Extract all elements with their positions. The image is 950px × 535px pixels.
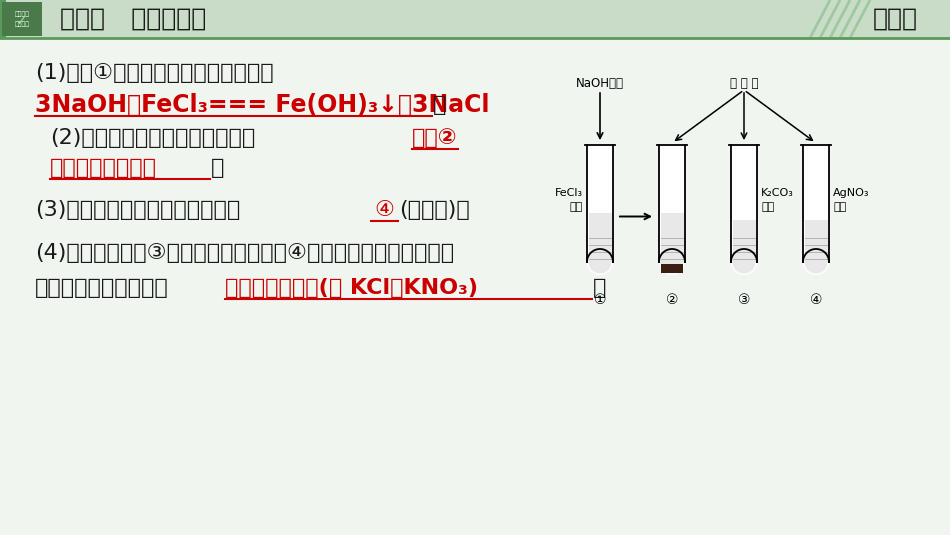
Ellipse shape — [659, 249, 685, 275]
Text: 万唯中考: 万唯中考 — [14, 11, 29, 17]
Text: 溶液: 溶液 — [761, 202, 774, 212]
Text: 试管②: 试管② — [412, 128, 458, 148]
Text: 溶液: 溶液 — [833, 202, 846, 212]
Bar — [732, 220, 755, 262]
Ellipse shape — [803, 249, 829, 275]
Text: ④: ④ — [374, 200, 394, 220]
Text: 后溶液的溶质肯定含有: 后溶液的溶质肯定含有 — [35, 278, 169, 298]
Bar — [803, 145, 829, 262]
Text: K₂CO₃: K₂CO₃ — [761, 188, 794, 198]
Text: 氯化钾、硝酸钾(或 KCl、KNO₃): 氯化钾、硝酸钾(或 KCl、KNO₃) — [225, 278, 478, 298]
Text: (4)反应后将试管③中液体全部倒入试管④中，有气泡生成，则混合: (4)反应后将试管③中液体全部倒入试管④中，有气泡生成，则混合 — [35, 243, 454, 263]
Text: 中红褐色沉淀溶解: 中红褐色沉淀溶解 — [50, 158, 157, 178]
Ellipse shape — [731, 249, 757, 275]
Text: AgNO₃: AgNO₃ — [833, 188, 869, 198]
Bar — [0, 0, 950, 38]
Bar — [587, 145, 613, 262]
Text: (填序号)。: (填序号)。 — [399, 200, 469, 220]
Text: NaOH溶液: NaOH溶液 — [576, 77, 624, 90]
Text: ①: ① — [594, 293, 606, 307]
Text: ④: ④ — [809, 293, 823, 307]
Text: (1)试管①中发生反应的化学方程式是: (1)试管①中发生反应的化学方程式是 — [35, 63, 274, 83]
Text: ③: ③ — [738, 293, 750, 307]
Text: (2)证明酸、碱发生反应的现象是: (2)证明酸、碱发生反应的现象是 — [50, 128, 256, 148]
Text: 。: 。 — [593, 278, 606, 298]
Bar — [661, 264, 683, 273]
Text: 3NaOH＋FeCl₃=== Fe(OH)₃↓＋3NaCl: 3NaOH＋FeCl₃=== Fe(OH)₃↓＋3NaCl — [35, 93, 489, 117]
Text: 道路研究: 道路研究 — [14, 21, 29, 27]
Bar — [2, 2, 42, 36]
Ellipse shape — [732, 250, 755, 273]
Text: ✓: ✓ — [16, 14, 28, 28]
Text: ②: ② — [666, 293, 678, 307]
Ellipse shape — [587, 249, 613, 275]
Text: (3)没有体现酸具有通性的实验是: (3)没有体现酸具有通性的实验是 — [35, 200, 240, 220]
Ellipse shape — [805, 250, 827, 273]
Bar — [588, 212, 612, 262]
Text: 返顾目: 返顾目 — [872, 7, 918, 31]
Ellipse shape — [660, 250, 683, 273]
Text: 溶液: 溶液 — [570, 202, 583, 212]
Bar — [659, 145, 685, 262]
Bar — [805, 220, 827, 262]
Bar — [660, 212, 683, 262]
Text: 专题七   实验探究题: 专题七 实验探究题 — [60, 7, 206, 31]
Bar — [731, 145, 757, 262]
Text: FeCl₃: FeCl₃ — [555, 188, 583, 198]
Bar — [0, 0, 6, 38]
Ellipse shape — [588, 250, 612, 273]
Text: 稀 盐 酸: 稀 盐 酸 — [730, 77, 758, 90]
Text: 。: 。 — [433, 95, 446, 115]
Text: 。: 。 — [211, 158, 224, 178]
